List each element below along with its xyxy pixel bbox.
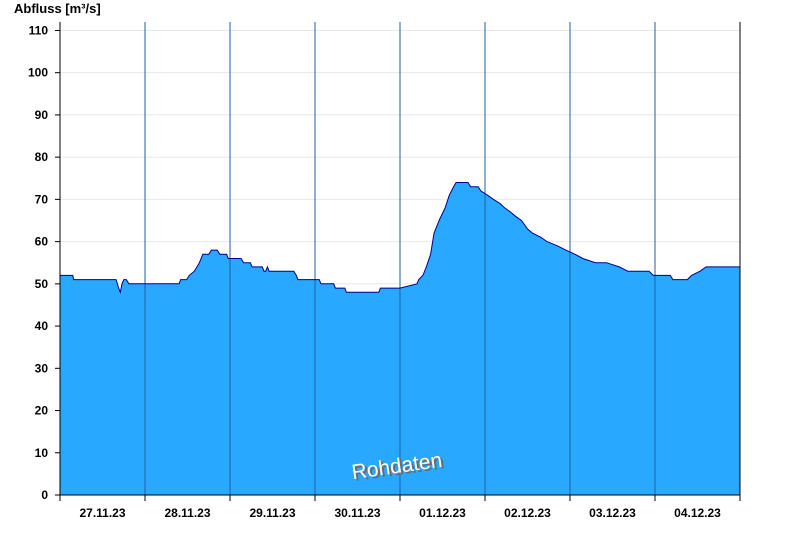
y-tick-label-110: 110 <box>29 23 49 37</box>
day-separators <box>144 22 656 495</box>
x-tick-label-5: 02.12.23 <box>504 506 551 520</box>
x-tick-label-0: 27.11.23 <box>79 506 125 520</box>
y-tick-label-50: 50 <box>35 277 49 291</box>
x-tick-label-7: 04.12.23 <box>674 506 721 520</box>
y-tick-label-40: 40 <box>35 319 49 333</box>
y-tick-label-60: 60 <box>35 235 49 249</box>
y-tick-label-20: 20 <box>35 404 49 418</box>
x-axis-ticks: 27.11.23 28.11.23 29.11.23 30.11.23 01.12.23… <box>59 495 741 520</box>
x-tick-label-6: 03.12.23 <box>589 506 636 520</box>
y-axis-ticks: 0 10 20 30 40 50 60 70 80 90 100 110 <box>28 23 60 502</box>
y-axis-label: Abfluss [m³/s] <box>14 1 101 16</box>
discharge-line <box>60 182 740 295</box>
y-tick-label-90: 90 <box>35 108 49 122</box>
y-tick-label-10: 10 <box>35 446 49 460</box>
x-tick-label-2: 29.11.23 <box>249 506 295 520</box>
y-tick-label-100: 100 <box>28 66 48 80</box>
y-tick-label-30: 30 <box>35 361 49 375</box>
y-tick-label-0: 0 <box>41 488 48 502</box>
x-tick-label-3: 30.11.23 <box>334 506 380 520</box>
x-tick-label-1: 28.11.23 <box>164 506 210 520</box>
x-tick-label-4: 01.12.23 <box>419 506 466 520</box>
y-tick-label-80: 80 <box>35 150 49 164</box>
y-tick-label-70: 70 <box>35 192 49 206</box>
